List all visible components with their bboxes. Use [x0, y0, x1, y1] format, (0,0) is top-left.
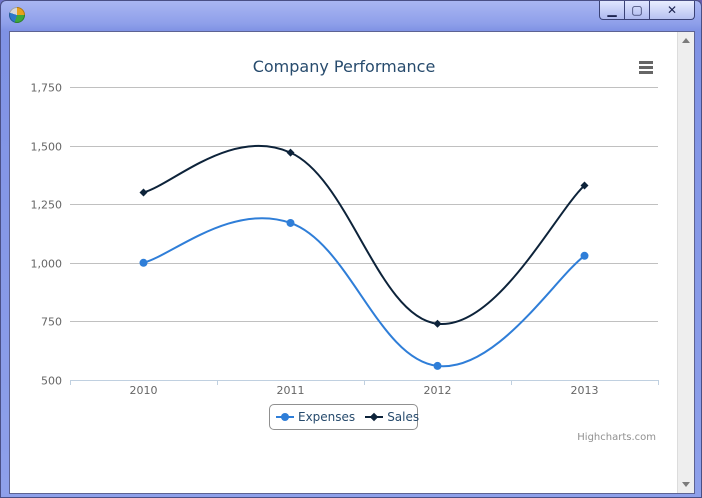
- data-point-sales[interactable]: [580, 181, 589, 190]
- minimize-button[interactable]: ▁: [599, 1, 625, 20]
- y-tick-label: 1,500: [31, 141, 63, 154]
- y-tick-label: 1,250: [31, 199, 63, 212]
- vertical-scrollbar[interactable]: [677, 32, 694, 493]
- y-tick-label: 750: [41, 316, 62, 329]
- data-point-expenses[interactable]: [433, 361, 442, 370]
- close-button[interactable]: ✕: [649, 1, 695, 20]
- chart-title: Company Performance: [252, 57, 436, 76]
- y-tick-label: 1,750: [31, 82, 63, 95]
- data-point-sales[interactable]: [433, 319, 442, 328]
- y-tick-label: 500: [41, 375, 62, 388]
- x-tick-label: 2013: [571, 384, 599, 397]
- legend-item-expenses[interactable]: Expenses: [276, 410, 355, 424]
- legend-symbol-expenses: [276, 412, 294, 422]
- maximize-icon: ▢: [631, 3, 643, 17]
- x-tick-label: 2012: [424, 384, 452, 397]
- minimize-icon: ▁: [607, 3, 617, 17]
- window-controls: ▁ ▢ ✕: [599, 1, 695, 21]
- chart-legend: Expenses Sales: [269, 404, 419, 430]
- title-bar[interactable]: ▁ ▢ ✕: [1, 1, 701, 31]
- maximize-button[interactable]: ▢: [624, 1, 650, 20]
- series-line-expenses: [143, 217, 586, 367]
- legend-label-expenses: Expenses: [298, 410, 356, 424]
- chart-container: 500 750 1,000 1,250 1,500 1,750 2010 2011 2012 20…: [9, 31, 695, 494]
- data-point-sales[interactable]: [286, 148, 295, 157]
- scroll-up-icon[interactable]: [682, 38, 690, 43]
- data-point-expenses[interactable]: [580, 251, 589, 260]
- y-tick-label: 1,000: [31, 258, 63, 271]
- scroll-down-icon[interactable]: [682, 482, 690, 487]
- chart-svg: 500 750 1,000 1,250 1,500 1,750 2010 2011 2012 20…: [31, 82, 659, 397]
- pie-chart-icon[interactable]: [9, 7, 25, 23]
- data-point-expenses[interactable]: [139, 258, 148, 267]
- menu-icon[interactable]: [639, 61, 653, 75]
- close-icon: ✕: [666, 3, 678, 17]
- credits-link[interactable]: Highcharts.com: [577, 432, 656, 443]
- x-tick-label: 2011: [277, 384, 305, 397]
- legend-symbol-sales: [365, 412, 384, 422]
- data-point-expenses[interactable]: [286, 218, 295, 227]
- series-line-sales: [143, 145, 586, 325]
- legend-label-sales: Sales: [387, 410, 420, 424]
- x-tick-label: 2010: [130, 384, 158, 397]
- data-point-sales[interactable]: [139, 188, 148, 197]
- legend-item-sales[interactable]: Sales: [365, 410, 419, 424]
